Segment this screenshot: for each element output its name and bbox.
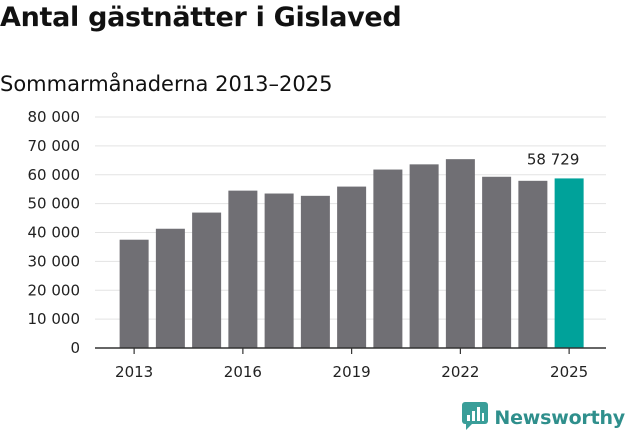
chart-title: Antal gästnätter i Gislaved (0, 2, 402, 33)
bar-2025 (554, 178, 584, 348)
y-tick-label: 30 000 (28, 252, 81, 270)
bar-2020 (373, 169, 403, 348)
y-tick-label: 20 000 (28, 281, 81, 299)
bar-2023 (482, 176, 512, 348)
x-tick-label: 2022 (441, 363, 479, 381)
bar-2013 (119, 239, 149, 348)
x-tick-label: 2013 (115, 363, 153, 381)
y-tick-label: 60 000 (28, 166, 81, 184)
x-axis-tick-labels: 2013 2016 2019 2022 2025 (115, 348, 588, 381)
bar-2022 (445, 159, 475, 348)
bar-2018 (300, 195, 330, 348)
bar-2017 (264, 193, 294, 348)
bar-2014 (155, 228, 185, 348)
value-annotation: 58 729 (527, 150, 580, 168)
y-axis-tick-labels: 0 10 000 20 000 30 000 40 000 50 000 60 000 70 … (28, 108, 81, 357)
y-tick-label: 50 000 (28, 195, 81, 213)
y-tick-label: 70 000 (28, 137, 81, 155)
y-tick-label: 0 (70, 339, 80, 357)
bar-2015 (192, 212, 222, 348)
bars (119, 159, 584, 348)
annotations: 58 729 (527, 150, 580, 168)
bar-2019 (337, 186, 367, 348)
bar-2024 (518, 180, 548, 348)
bar-2016 (228, 190, 258, 348)
y-tick-label: 80 000 (28, 108, 81, 126)
newsworthy-logo: Newsworthy (462, 402, 625, 434)
newsworthy-logo-icon (462, 402, 489, 434)
y-tick-label: 40 000 (28, 224, 81, 242)
bar-2021 (409, 164, 439, 348)
x-tick-label: 2019 (333, 363, 371, 381)
chart-subtitle: Sommarmånaderna 2013–2025 (0, 72, 333, 96)
newsworthy-logo-text: Newsworthy (494, 407, 625, 429)
y-tick-label: 10 000 (28, 310, 81, 328)
x-tick-label: 2025 (550, 363, 588, 381)
x-tick-label: 2016 (224, 363, 262, 381)
